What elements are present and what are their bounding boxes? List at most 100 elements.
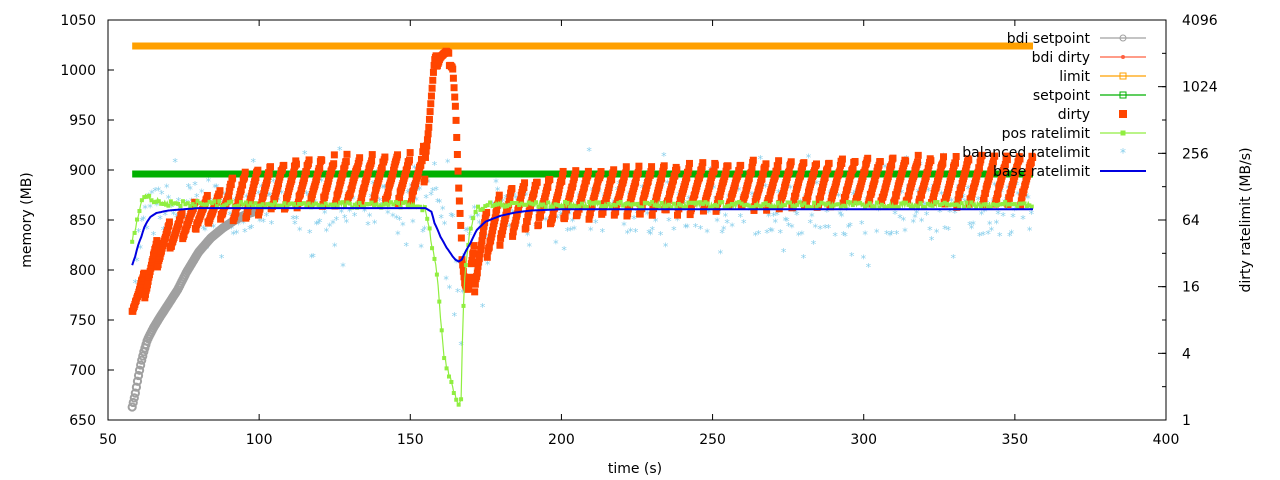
pos-ratelimit-point (437, 299, 442, 304)
dirty-point (225, 187, 233, 195)
pos-ratelimit-point (335, 204, 340, 209)
dirty-point (636, 210, 644, 218)
dirty-point (1003, 156, 1011, 164)
balanced-ratelimit-point: * (465, 224, 471, 237)
pos-ratelimit-point (217, 199, 222, 204)
pos-ratelimit-point (1015, 204, 1020, 209)
balanced-ratelimit-point: * (141, 214, 147, 227)
dirty-point (454, 167, 462, 175)
dirty-point (861, 166, 869, 174)
dirty-point (474, 262, 482, 270)
dirty-point (638, 201, 646, 209)
dirty-point (469, 249, 477, 257)
pos-ratelimit-point (243, 200, 248, 205)
dirty-point (647, 168, 655, 176)
pos-ratelimit-point (168, 199, 173, 204)
balanced-ratelimit-point: * (309, 251, 315, 264)
pos-ratelimit-point (754, 203, 759, 208)
x-tick-label: 100 (246, 432, 273, 448)
pos-ratelimit-point (710, 204, 715, 209)
balanced-ratelimit-point: * (561, 244, 567, 257)
dirty-point (481, 214, 489, 222)
bdi-setpoint-point (134, 365, 145, 375)
dirty-point (417, 161, 425, 169)
balanced-ratelimit-point: * (586, 145, 592, 158)
pos-ratelimit-point (739, 201, 744, 206)
balanced-ratelimit-point: * (884, 228, 890, 241)
balanced-ratelimit-point: * (809, 210, 815, 223)
dirty-point (358, 194, 366, 202)
balanced-ratelimit-point: * (646, 227, 652, 240)
balanced-ratelimit-point: * (588, 224, 594, 237)
balanced-ratelimit-point: * (987, 219, 993, 232)
pos-ratelimit-point (930, 203, 935, 208)
pos-ratelimit-point (1005, 202, 1010, 207)
dirty-point (483, 209, 491, 217)
balanced-ratelimit-point: * (994, 218, 1000, 231)
balanced-ratelimit-point: * (385, 208, 391, 221)
dirty-point (632, 178, 640, 186)
pos-ratelimit-point (920, 205, 925, 210)
balanced-ratelimit-point: * (628, 225, 634, 238)
balanced-ratelimit-point: * (1010, 211, 1016, 224)
pos-ratelimit-point (405, 203, 410, 208)
dirty-point (471, 288, 479, 296)
pos-ratelimit-point (202, 202, 207, 207)
pos-ratelimit-point (151, 200, 156, 205)
y2-tick-label: 64 (1182, 213, 1200, 229)
pos-ratelimit-point (732, 202, 737, 207)
balanced-ratelimit-point: * (372, 218, 378, 231)
balanced-ratelimit-point: * (645, 208, 651, 221)
balanced-ratelimit-point: * (1012, 204, 1018, 217)
balanced-ratelimit-point: * (417, 183, 423, 196)
balanced-ratelimit-point: * (650, 224, 656, 237)
dirty-point (319, 200, 327, 208)
balanced-ratelimit-point: * (842, 230, 848, 243)
pos-ratelimit-point (797, 200, 802, 205)
balanced-ratelimit-point: * (764, 227, 770, 240)
dirty-point (618, 183, 626, 191)
pos-ratelimit-point (579, 201, 584, 206)
dirty-point (451, 102, 459, 110)
balanced-ratelimit-point: * (420, 226, 426, 239)
pos-ratelimit-point (147, 193, 152, 198)
dirty-point (864, 154, 872, 162)
balanced-ratelimit-point: * (992, 179, 998, 192)
balanced-ratelimit-point: * (229, 222, 235, 235)
pos-ratelimit-point (282, 201, 287, 206)
pos-ratelimit-point (195, 199, 200, 204)
pos-ratelimit-point (630, 202, 635, 207)
dirty-point (787, 158, 795, 166)
balanced-ratelimit-point: * (460, 287, 466, 300)
legend-item-limit: limit (1059, 69, 1146, 85)
dirty-point (496, 241, 504, 249)
dirty-point (775, 157, 783, 165)
dirty-point (471, 280, 479, 288)
pos-ratelimit-point (292, 202, 297, 207)
dirty-point (254, 166, 262, 174)
balanced-ratelimit-point: * (927, 224, 933, 237)
balanced-ratelimit-point: * (437, 196, 443, 209)
pos-ratelimit-point (372, 203, 377, 208)
y-tick-label: 650 (69, 413, 96, 429)
pos-ratelimit-point (183, 202, 188, 207)
dirty-point (165, 218, 173, 226)
dirty-point (360, 183, 368, 191)
balanced-ratelimit-point: * (902, 226, 908, 239)
dirty-point (825, 159, 833, 167)
pos-ratelimit-point (715, 203, 720, 208)
pos-ratelimit-point (633, 202, 638, 207)
dirty-point (569, 180, 577, 188)
pos-ratelimit-point (1003, 200, 1008, 205)
pos-ratelimit-point (1022, 201, 1027, 206)
pos-ratelimit-point (971, 202, 976, 207)
dirty-point (989, 158, 997, 166)
dirty-point (1011, 170, 1019, 178)
dirty-point (451, 93, 459, 101)
balanced-ratelimit-point: * (783, 215, 789, 228)
dirty-point (994, 189, 1002, 197)
dirty-point (371, 191, 379, 199)
dirty-point (229, 174, 237, 182)
pos-ratelimit-point (599, 204, 604, 209)
balanced-ratelimit-point: * (1014, 179, 1020, 192)
